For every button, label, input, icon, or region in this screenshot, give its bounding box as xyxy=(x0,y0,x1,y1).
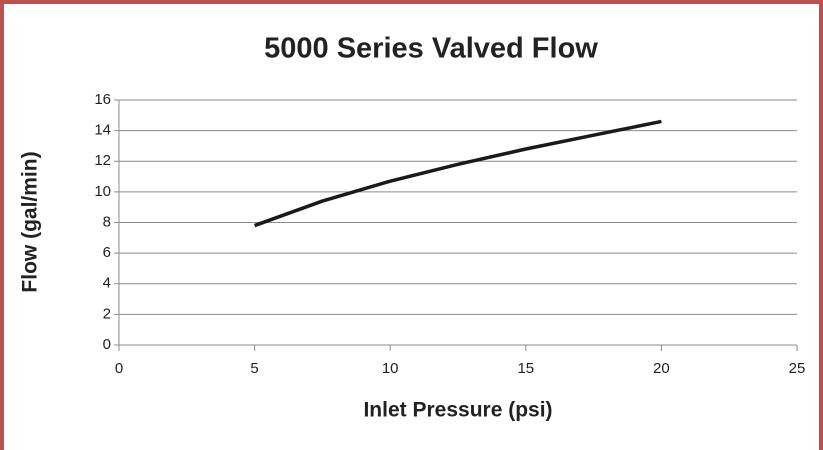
x-axis-label: Inlet Pressure (psi) xyxy=(363,399,552,422)
y-tick-label: 2 xyxy=(103,305,111,322)
y-tick-label: 14 xyxy=(94,122,111,139)
y-axis-label: Flow (gal/min) xyxy=(19,151,42,292)
x-tick-label: 10 xyxy=(382,360,399,377)
y-tick-label: 0 xyxy=(103,336,111,353)
x-tick-label: 5 xyxy=(250,360,258,377)
y-tick-label: 16 xyxy=(94,91,111,108)
y-tick-label: 4 xyxy=(103,275,111,292)
y-tick-label: 6 xyxy=(103,244,111,261)
x-tick-label: 25 xyxy=(789,360,806,377)
x-tick-label: 20 xyxy=(653,360,670,377)
x-tick-label: 15 xyxy=(517,360,534,377)
y-tick-label: 12 xyxy=(94,152,111,169)
chart-title: 5000 Series Valved Flow xyxy=(264,33,598,65)
data-line xyxy=(254,119,662,228)
y-tick-label: 10 xyxy=(94,183,111,200)
x-tick-label: 0 xyxy=(115,360,123,377)
y-tick-label: 8 xyxy=(103,213,111,230)
